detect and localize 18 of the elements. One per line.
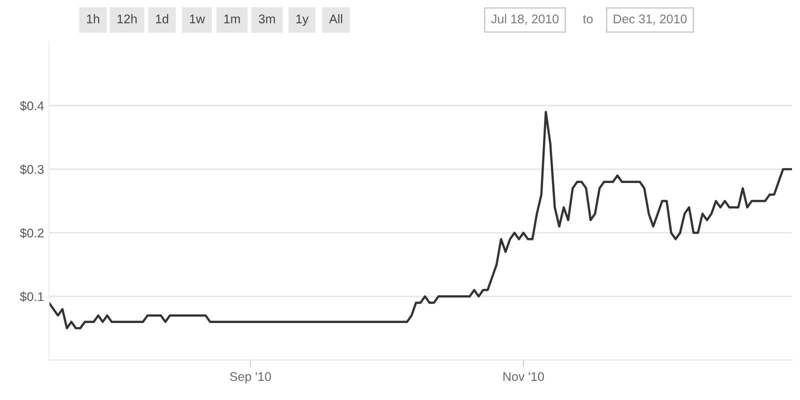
text: 1d [156, 14, 168, 24]
text: Dec 31, 2010 [614, 14, 687, 25]
text: 1y [296, 14, 309, 26]
text: Jul 18, 2010 [491, 14, 559, 25]
text: 3m [258, 14, 275, 24]
x-tick-label: Nov '10 [503, 372, 544, 381]
y-tick-label: $0.4 [20, 100, 44, 111]
y-tick-label: $0.2 [20, 228, 44, 238]
text: 12h [118, 14, 137, 24]
x-tick-label: Sep '10 [230, 372, 271, 384]
line-series [49, 110, 792, 330]
text: to [582, 15, 593, 24]
text: 1m [224, 14, 240, 24]
y-tick-label: $0.1 [20, 292, 44, 302]
text: 1w [190, 14, 206, 24]
text: 1h [87, 14, 100, 24]
text: All [329, 14, 342, 24]
y-tick-label: $0.3 [20, 164, 44, 175]
